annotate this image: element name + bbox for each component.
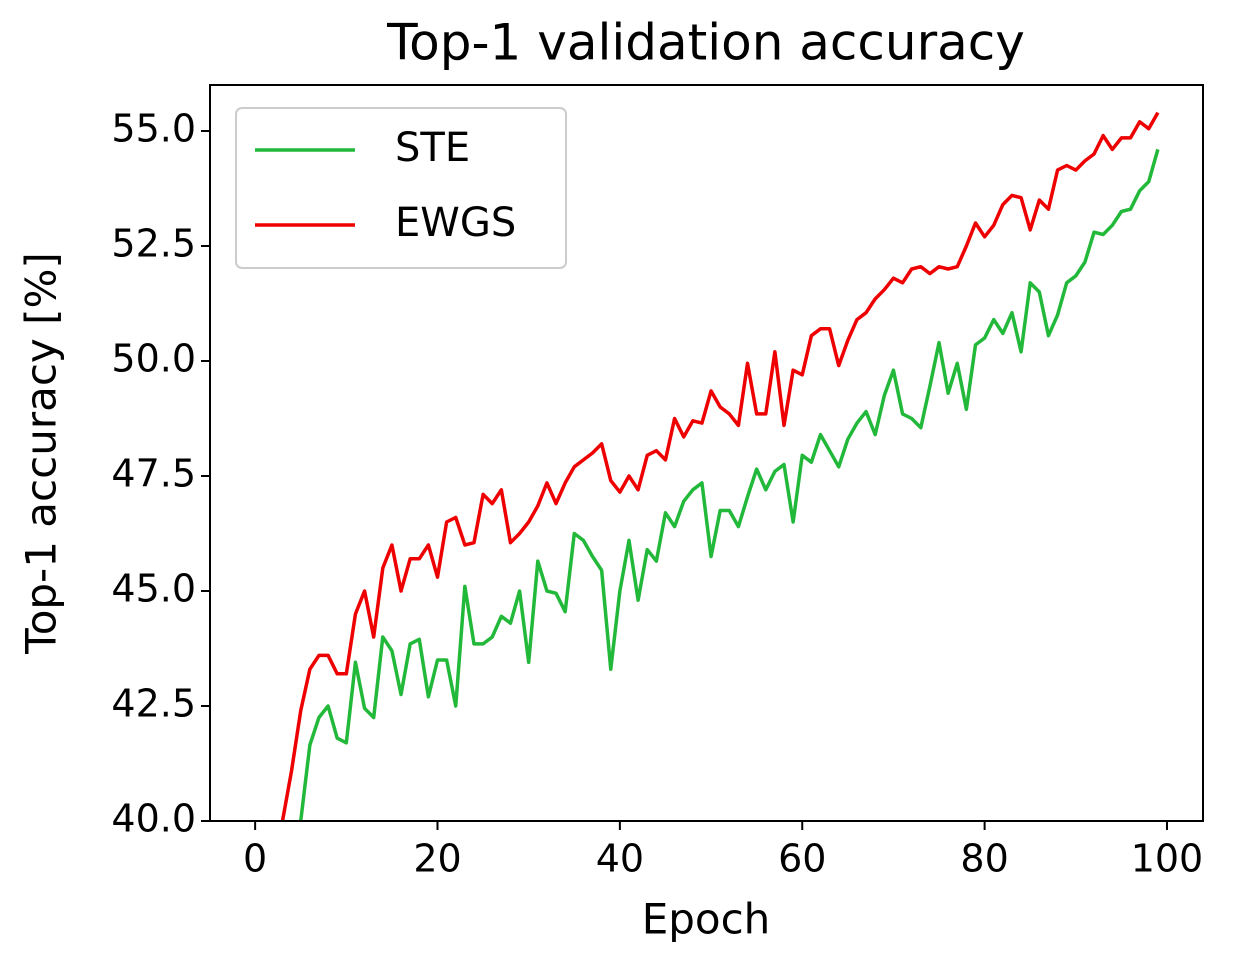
series-line <box>280 111 1160 821</box>
legend-label: STE <box>395 125 470 171</box>
y-tick-label: 40.0 <box>111 797 196 841</box>
x-tick-label: 40 <box>596 837 644 881</box>
plot-area <box>280 111 1160 821</box>
x-tick-label: 80 <box>960 837 1008 881</box>
x-tick-label: 60 <box>778 837 826 881</box>
series-line <box>298 148 1160 821</box>
y-axis-label: Top-1 accuracy [%] <box>17 252 66 655</box>
y-tick-label: 45.0 <box>111 567 196 611</box>
y-tick-label: 55.0 <box>111 107 196 151</box>
y-tick-label: 47.5 <box>111 452 196 496</box>
plot-frame <box>209 84 1204 822</box>
y-tick-label: 50.0 <box>111 337 196 381</box>
legend-box <box>235 107 567 269</box>
x-tick-label: 20 <box>413 837 461 881</box>
chart-title: Top-1 validation accuracy <box>386 14 1025 72</box>
y-tick-label: 42.5 <box>111 682 196 726</box>
legend-label: EWGS <box>395 200 516 246</box>
x-tick-label: 0 <box>243 837 267 881</box>
x-axis-label: Epoch <box>642 895 771 944</box>
y-tick-label: 52.5 <box>111 222 196 266</box>
x-tick-label: 100 <box>1131 837 1204 881</box>
